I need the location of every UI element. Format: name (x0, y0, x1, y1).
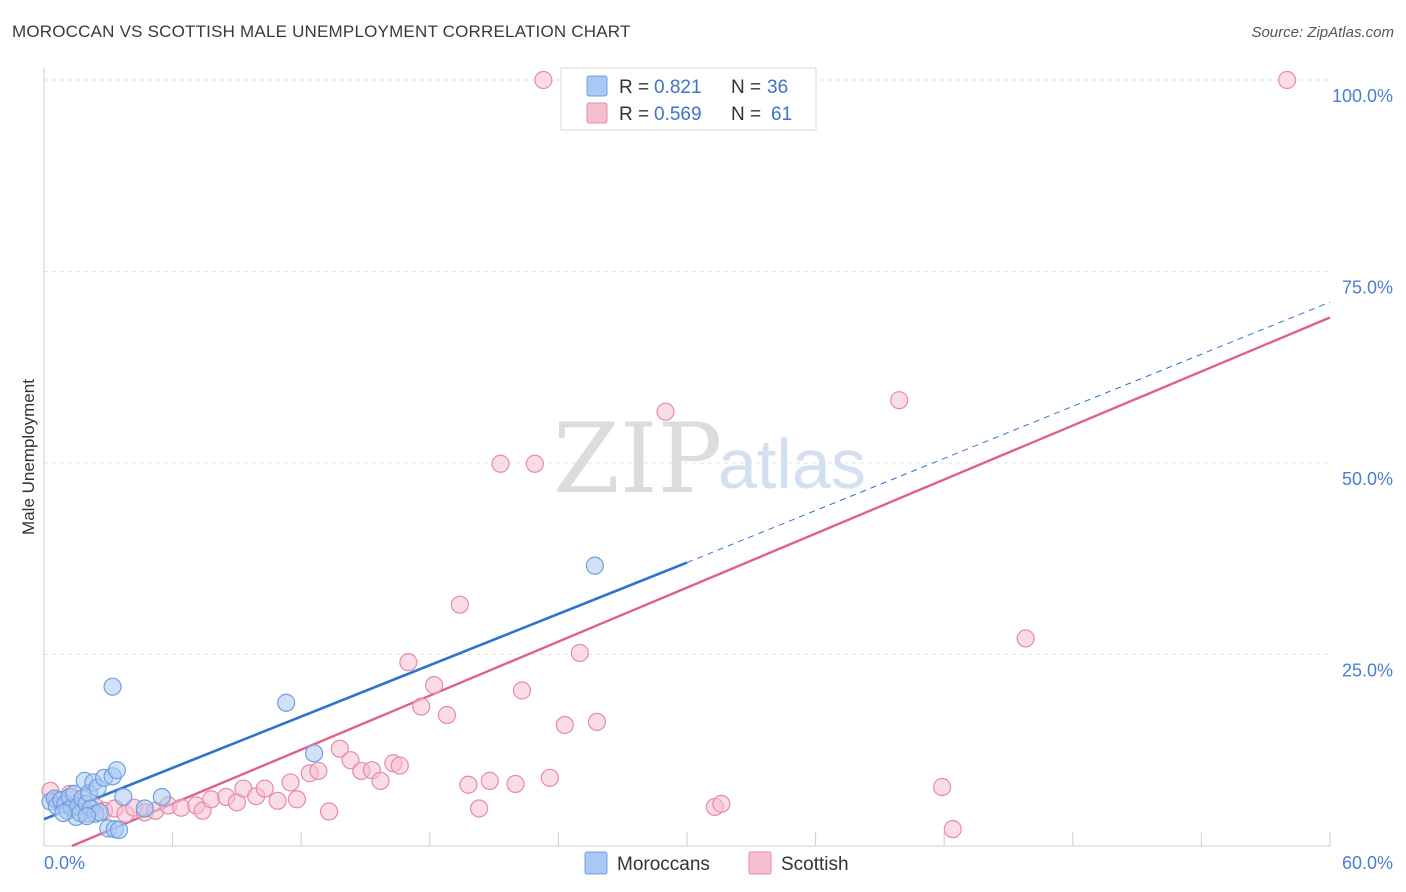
scottish-point-35 (390, 756, 409, 775)
scottish-point-25 (287, 790, 307, 809)
scottish-point-33 (371, 771, 390, 790)
moroccan-point-27 (114, 787, 133, 807)
scottish-point-30 (341, 751, 360, 770)
scottish-point-55 (890, 391, 909, 410)
grid-lines (44, 79, 1330, 655)
scottish-point-45 (506, 774, 525, 794)
legend-swatch-scottish (586, 102, 608, 124)
chart-title: MOROCCAN VS SCOTTISH MALE UNEMPLOYMENT C… (12, 22, 631, 41)
y-tick-labels: 25.0% 50.0% 75.0% 100.0% (1332, 86, 1393, 681)
scottish-point-47 (525, 454, 544, 473)
moroccan-point-26 (109, 820, 129, 840)
legend-n-label-moroccans: N = (731, 77, 761, 98)
legend-r-value-moroccans: 0.821 (654, 77, 702, 98)
legend-n-value-scottish: 61 (771, 104, 792, 125)
x-tick-labels: 0.0% 60.0% (44, 853, 1393, 873)
scottish-point-57 (943, 820, 962, 839)
scottish-point-24 (281, 773, 300, 792)
trend-lines (43, 301, 1331, 848)
moroccan-point-31 (277, 693, 296, 712)
legend-r-label-moroccans: R = (619, 77, 649, 98)
moroccan-point-28 (103, 677, 122, 696)
scottish-point-38 (424, 676, 444, 695)
scottish-point-37 (412, 697, 431, 716)
bottom-legend-swatch-scottish (748, 851, 772, 875)
x-tick-label-0: 0.0% (44, 853, 85, 873)
x-tick-marks (43, 832, 1331, 846)
moroccan-trend-extension (686, 301, 1331, 564)
scottish-point-46 (512, 681, 532, 700)
scottish-point-27 (309, 761, 328, 781)
scottish-point-42 (469, 799, 489, 818)
scottish-point-17 (202, 790, 221, 809)
watermark: ZIP atlas (553, 403, 866, 515)
y-axis-label: Male Unemployment (19, 379, 38, 535)
moroccan-trend-line (43, 561, 688, 821)
x-tick-label-1: 60.0% (1342, 853, 1393, 873)
moroccan-point-33 (585, 556, 604, 575)
scottish-point-52 (656, 402, 675, 421)
moroccan-point-30 (152, 787, 171, 807)
scottish-point-43 (480, 771, 499, 790)
scottish-point-23 (268, 791, 287, 810)
scottish-point-59 (534, 70, 553, 90)
scottish-point-54 (712, 794, 731, 813)
bottom-legend-scottish: Scottish (781, 854, 849, 875)
scottish-point-51 (587, 712, 607, 732)
scottish-point-14 (172, 798, 191, 817)
scottish-point-39 (437, 705, 457, 725)
scottish-point-29 (330, 739, 349, 758)
moroccan-point-34 (54, 803, 73, 823)
scottish-point-40 (450, 595, 469, 614)
correlation-legend: R = 0.821 N = 36 R = 0.569 N = 61 (560, 67, 817, 131)
series-legend: Moroccans Scottish (584, 851, 849, 875)
legend-n-value-moroccans: 36 (767, 77, 788, 98)
legend-r-label-scottish: R = (619, 104, 649, 125)
scottish-point-58 (1016, 629, 1035, 648)
scottish-point-41 (459, 775, 478, 794)
legend-r-value-scottish: 0.569 (654, 104, 702, 125)
moroccan-point-29 (135, 799, 154, 818)
scottish-point-49 (555, 715, 574, 735)
y-tick-label-3: 100.0% (1332, 86, 1393, 106)
watermark-zip: ZIP (553, 403, 722, 515)
scottish-point-44 (491, 454, 510, 473)
scottish-point-50 (570, 643, 589, 663)
bottom-legend-swatch-moroccans (584, 851, 608, 875)
scottish-point-22 (255, 779, 274, 798)
scottish-point-36 (399, 653, 418, 672)
moroccan-points (41, 556, 604, 840)
moroccan-point-25 (107, 761, 126, 780)
legend-n-label-scottish: N = (731, 104, 761, 125)
bottom-legend-moroccans: Moroccans (617, 854, 710, 875)
y-tick-label-1: 50.0% (1342, 469, 1393, 489)
source-label: Source: ZipAtlas.com (1251, 24, 1394, 41)
y-tick-label-0: 25.0% (1342, 661, 1393, 681)
scottish-point-56 (932, 777, 952, 797)
legend-swatch-moroccans (586, 75, 608, 97)
scottish-point-60 (1278, 70, 1297, 90)
scottish-point-28 (319, 802, 339, 821)
watermark-atlas: atlas (718, 425, 866, 503)
scottish-trend-line (71, 316, 1331, 848)
y-tick-label-2: 75.0% (1342, 278, 1393, 298)
scottish-point-48 (540, 768, 559, 787)
moroccan-point-32 (304, 744, 324, 763)
moroccan-point-35 (77, 807, 96, 826)
